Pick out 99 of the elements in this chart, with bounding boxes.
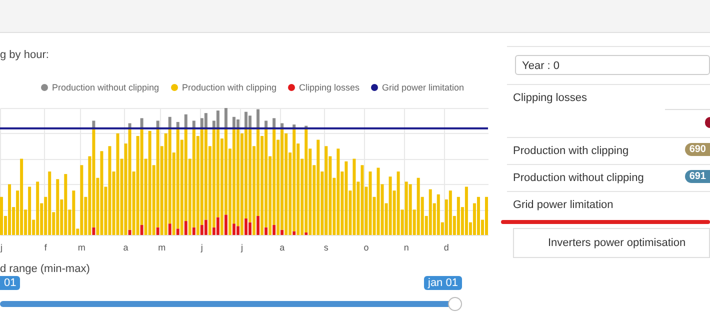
- bar: [236, 226, 240, 235]
- bar: [284, 133, 288, 235]
- bar: [0, 196, 4, 235]
- bar: [184, 114, 188, 128]
- text: jan 01: [424, 276, 462, 290]
- bar: [140, 118, 144, 128]
- bar: [128, 230, 132, 235]
- legend-label: Production without clipping: [52, 82, 160, 92]
- bar: [404, 182, 408, 235]
- bar: [20, 158, 24, 235]
- text: Production with clipping: [513, 145, 629, 157]
- legend-label: Clipping losses: [299, 82, 360, 92]
- bar: [140, 224, 144, 235]
- x-tick-label: a: [280, 242, 285, 252]
- bar: [476, 196, 480, 235]
- x-tick-label: j: [0, 242, 3, 252]
- bar: [244, 218, 248, 235]
- text: Production without clipping: [513, 172, 644, 184]
- x-tick-label: d: [444, 242, 449, 252]
- text: 691: [685, 170, 710, 183]
- x-tick-label: j: [240, 242, 243, 252]
- x-tick-label: f: [44, 242, 48, 252]
- bar: [256, 109, 260, 128]
- bar: [184, 221, 188, 235]
- bar: [28, 186, 32, 235]
- bar: [344, 161, 348, 235]
- bar: [156, 227, 160, 235]
- bar: [168, 224, 172, 235]
- bar: [396, 172, 400, 235]
- bar: [204, 220, 208, 235]
- bar: [408, 184, 412, 235]
- bar: [388, 176, 392, 235]
- bar: [292, 128, 296, 232]
- bar: [292, 231, 296, 235]
- bar: [316, 140, 320, 235]
- bar: [248, 222, 252, 235]
- chart-title: g by hour:: [0, 49, 49, 61]
- bar: [436, 194, 440, 235]
- bar: [280, 230, 284, 235]
- text: d range (min-max): [0, 263, 90, 275]
- bar: [484, 196, 488, 235]
- bar: [324, 146, 328, 235]
- bar: [232, 116, 236, 128]
- bar: [248, 116, 252, 128]
- bar: [256, 216, 260, 235]
- x-tick-label: a: [123, 242, 128, 252]
- bar: [164, 133, 168, 235]
- text: Inverters power optimisation: [548, 237, 686, 249]
- text: Year : 0: [515, 55, 710, 75]
- bar: [64, 174, 68, 235]
- text: Clipping losses: [513, 92, 587, 104]
- x-tick-label: m: [78, 242, 86, 252]
- x-tick-label: m: [158, 242, 166, 252]
- legend-label: Production with clipping: [182, 82, 277, 92]
- bar: [352, 158, 356, 235]
- bar: [376, 168, 380, 235]
- bar: [92, 227, 96, 235]
- x-tick-label: s: [324, 242, 329, 252]
- x-tick-label: n: [404, 242, 409, 252]
- bar: [416, 178, 420, 235]
- bar: [192, 227, 196, 235]
- bar: [272, 118, 276, 128]
- bar: [8, 184, 12, 235]
- bar: [428, 189, 432, 235]
- bar: [464, 186, 468, 235]
- bar: [304, 128, 308, 232]
- bar: [116, 133, 120, 235]
- bar: [148, 130, 152, 235]
- bar: [216, 217, 220, 235]
- bar: [240, 133, 244, 235]
- bar: [304, 232, 308, 235]
- bar: [244, 112, 248, 128]
- bar: [80, 165, 84, 235]
- bar: [100, 151, 104, 235]
- text: Grid power limitation: [513, 199, 614, 211]
- x-tick-label: o: [364, 242, 369, 252]
- bar: [224, 214, 228, 235]
- bar: [72, 190, 76, 235]
- bar: [48, 172, 52, 235]
- bar: [264, 227, 268, 235]
- bar: [224, 108, 228, 128]
- bar: [272, 224, 276, 235]
- bar: [456, 196, 460, 235]
- bar: [448, 190, 452, 235]
- bar: [368, 172, 372, 235]
- x-tick-label: j: [200, 242, 203, 252]
- bar: [176, 228, 180, 235]
- bar: [216, 110, 220, 128]
- bar: [232, 224, 236, 235]
- bar: [56, 179, 60, 235]
- text: 01: [0, 276, 20, 290]
- bar: [360, 165, 364, 235]
- legend-label: Grid power limitation: [382, 82, 464, 92]
- bar: [36, 182, 40, 235]
- bar: [108, 146, 112, 235]
- bar: [168, 116, 172, 128]
- text: 690: [685, 143, 710, 156]
- bar: [336, 148, 340, 235]
- bar: [204, 113, 208, 128]
